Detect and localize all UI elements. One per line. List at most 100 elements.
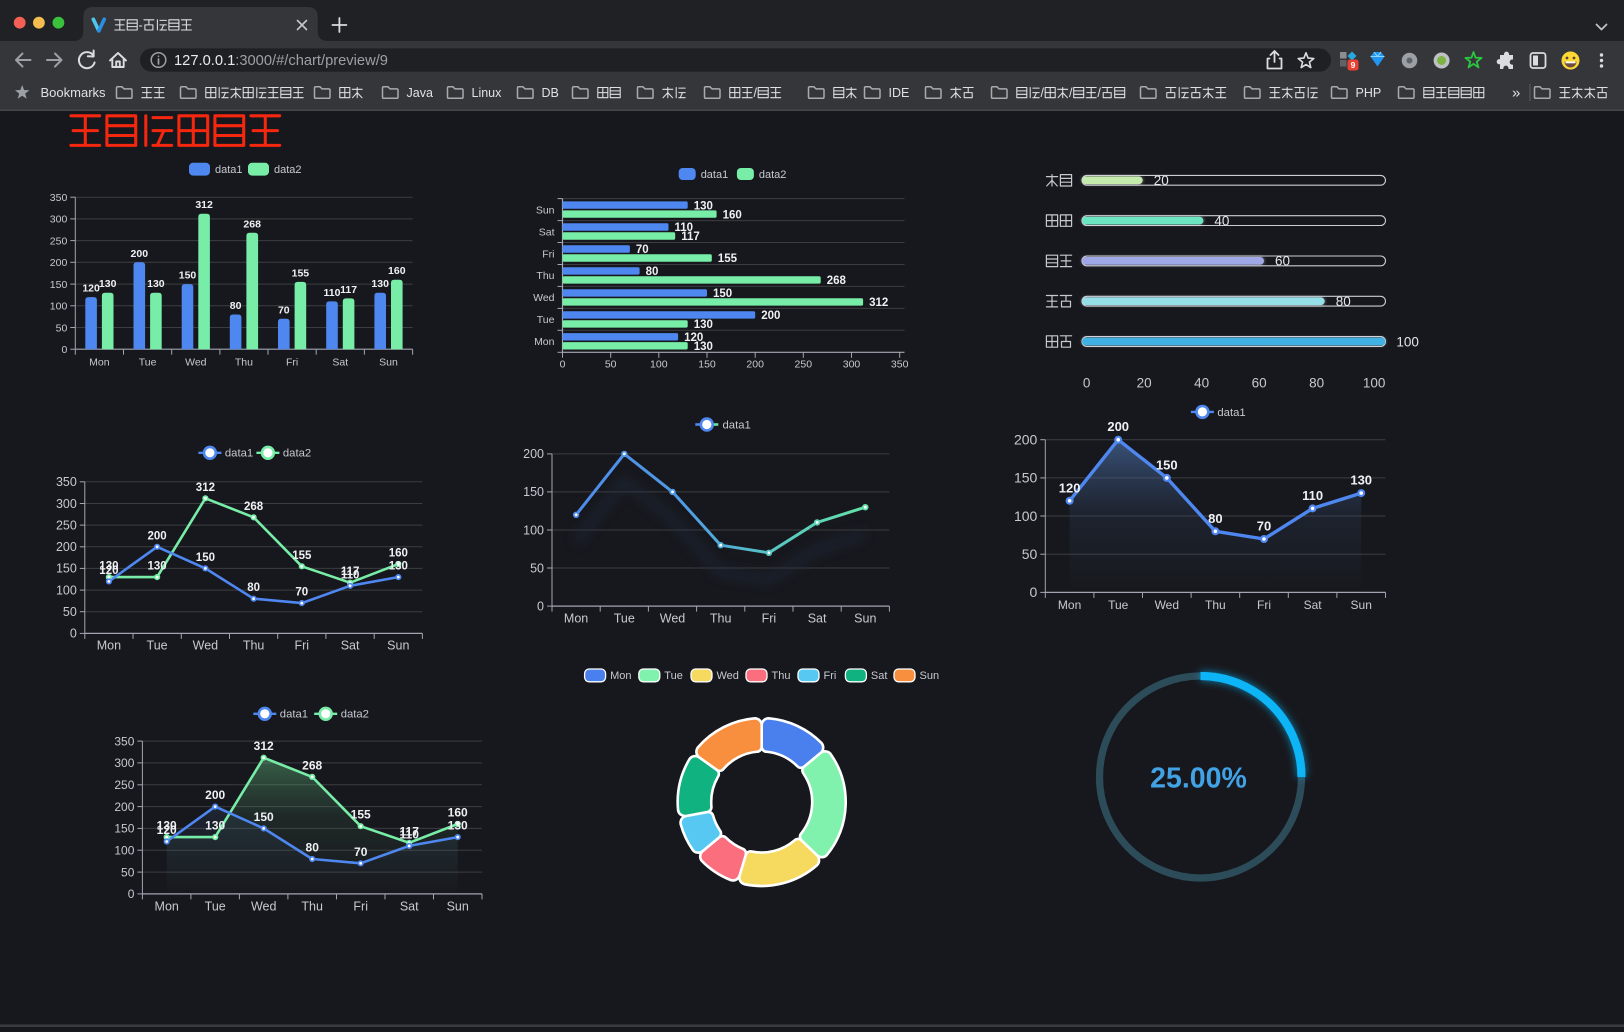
svg-text:70: 70 (278, 304, 290, 316)
svg-text:50: 50 (605, 359, 617, 371)
svg-text:130: 130 (1350, 473, 1372, 488)
svg-text:130: 130 (147, 278, 165, 290)
svg-text:150: 150 (114, 822, 134, 836)
svg-text:100: 100 (1014, 508, 1038, 524)
svg-text:160: 160 (389, 548, 408, 560)
svg-text:Thu: Thu (536, 270, 554, 282)
svg-text:117: 117 (681, 231, 700, 243)
svg-text:200: 200 (148, 530, 167, 542)
svg-text:0: 0 (128, 887, 135, 901)
svg-text:120: 120 (684, 332, 703, 344)
svg-text:Sun: Sun (387, 639, 409, 653)
svg-text:Tue: Tue (147, 639, 168, 653)
svg-text:40: 40 (1214, 213, 1229, 228)
svg-text:127.0.0.1:3000/#/chart/preview: 127.0.0.1:3000/#/chart/preview/9 (174, 53, 388, 69)
svg-text:DB: DB (542, 86, 559, 100)
svg-text:Fri: Fri (1257, 598, 1271, 612)
svg-text:Linux: Linux (472, 86, 503, 100)
svg-text:Fri: Fri (542, 248, 554, 260)
svg-text:250: 250 (795, 359, 813, 371)
svg-text:250: 250 (56, 518, 77, 532)
svg-text:268: 268 (302, 758, 322, 772)
svg-text:50: 50 (1022, 546, 1038, 562)
svg-text:150: 150 (713, 288, 732, 300)
svg-text:80: 80 (646, 266, 659, 278)
svg-text:9: 9 (1351, 60, 1356, 70)
svg-text:Sun: Sun (854, 611, 876, 625)
svg-text:80: 80 (247, 582, 260, 594)
svg-text:data2: data2 (759, 169, 787, 181)
svg-text:20: 20 (1154, 173, 1169, 188)
svg-text:100: 100 (1363, 376, 1386, 391)
svg-text:Mon: Mon (89, 356, 110, 368)
svg-text:data1: data1 (723, 419, 751, 431)
svg-text:110: 110 (675, 222, 694, 234)
svg-text:200: 200 (1107, 419, 1129, 434)
svg-text:Sat: Sat (332, 356, 348, 368)
svg-text:25.00%: 25.00% (1150, 763, 1247, 795)
svg-text:Wed: Wed (533, 292, 555, 304)
svg-text:100: 100 (1396, 334, 1419, 349)
svg-text:Sat: Sat (871, 670, 888, 682)
svg-text:Wed: Wed (185, 356, 207, 368)
svg-text:Thu: Thu (243, 639, 265, 653)
svg-text:data1: data1 (280, 709, 308, 721)
svg-text:Sun: Sun (379, 356, 398, 368)
svg-text:Thu: Thu (710, 611, 732, 625)
svg-text:110: 110 (324, 287, 341, 299)
svg-text:Mon: Mon (534, 336, 555, 348)
svg-text:0: 0 (70, 627, 77, 641)
svg-text:data2: data2 (283, 448, 311, 460)
svg-text:150: 150 (1014, 470, 1038, 486)
svg-text:Tue: Tue (139, 356, 157, 368)
svg-text:Fri: Fri (295, 639, 310, 653)
svg-text:120: 120 (157, 823, 177, 837)
svg-text:Tue: Tue (1108, 598, 1129, 612)
svg-text:Wed: Wed (251, 900, 277, 914)
svg-text:80: 80 (230, 300, 242, 312)
svg-text:300: 300 (114, 756, 134, 770)
svg-text:300: 300 (843, 359, 861, 371)
svg-text:Tue: Tue (205, 900, 226, 914)
svg-text:350: 350 (56, 475, 77, 489)
svg-text:/: / (1041, 86, 1045, 100)
svg-text:120: 120 (1059, 480, 1081, 495)
svg-text:Fri: Fri (824, 670, 837, 682)
svg-text:200: 200 (205, 788, 225, 802)
svg-text:200: 200 (761, 310, 780, 322)
svg-text:250: 250 (50, 235, 68, 247)
svg-text:-: - (139, 18, 143, 32)
svg-text:data1: data1 (225, 448, 253, 460)
svg-text:130: 130 (99, 278, 117, 290)
svg-text:Sat: Sat (539, 226, 555, 238)
svg-text:Thu: Thu (301, 900, 323, 914)
svg-text:150: 150 (523, 485, 544, 499)
svg-text:117: 117 (341, 566, 360, 578)
svg-text:160: 160 (723, 209, 742, 221)
svg-text:250: 250 (114, 778, 134, 792)
svg-text:»: » (1512, 85, 1520, 102)
svg-text:Mon: Mon (155, 900, 179, 914)
svg-text:0: 0 (537, 599, 544, 613)
svg-text:Mon: Mon (1058, 598, 1081, 612)
svg-text:100: 100 (50, 301, 68, 313)
svg-text:200: 200 (523, 447, 544, 461)
svg-text:268: 268 (243, 218, 261, 230)
svg-text:312: 312 (195, 199, 213, 211)
svg-text:268: 268 (827, 275, 847, 287)
svg-text:312: 312 (869, 297, 888, 309)
svg-text:40: 40 (1194, 376, 1209, 391)
svg-text:130: 130 (99, 561, 118, 573)
svg-text:350: 350 (114, 734, 134, 748)
svg-text:150: 150 (56, 562, 77, 576)
svg-text:130: 130 (448, 819, 468, 833)
svg-text:150: 150 (1156, 457, 1178, 472)
svg-text:50: 50 (530, 561, 544, 575)
svg-text:Thu: Thu (772, 670, 791, 682)
svg-text:20: 20 (1137, 376, 1152, 391)
svg-text:PHP: PHP (1356, 86, 1382, 100)
svg-text:130: 130 (694, 200, 713, 212)
svg-text:Sat: Sat (1304, 598, 1323, 612)
svg-text:110: 110 (341, 569, 360, 581)
svg-text:Wed: Wed (660, 611, 686, 625)
